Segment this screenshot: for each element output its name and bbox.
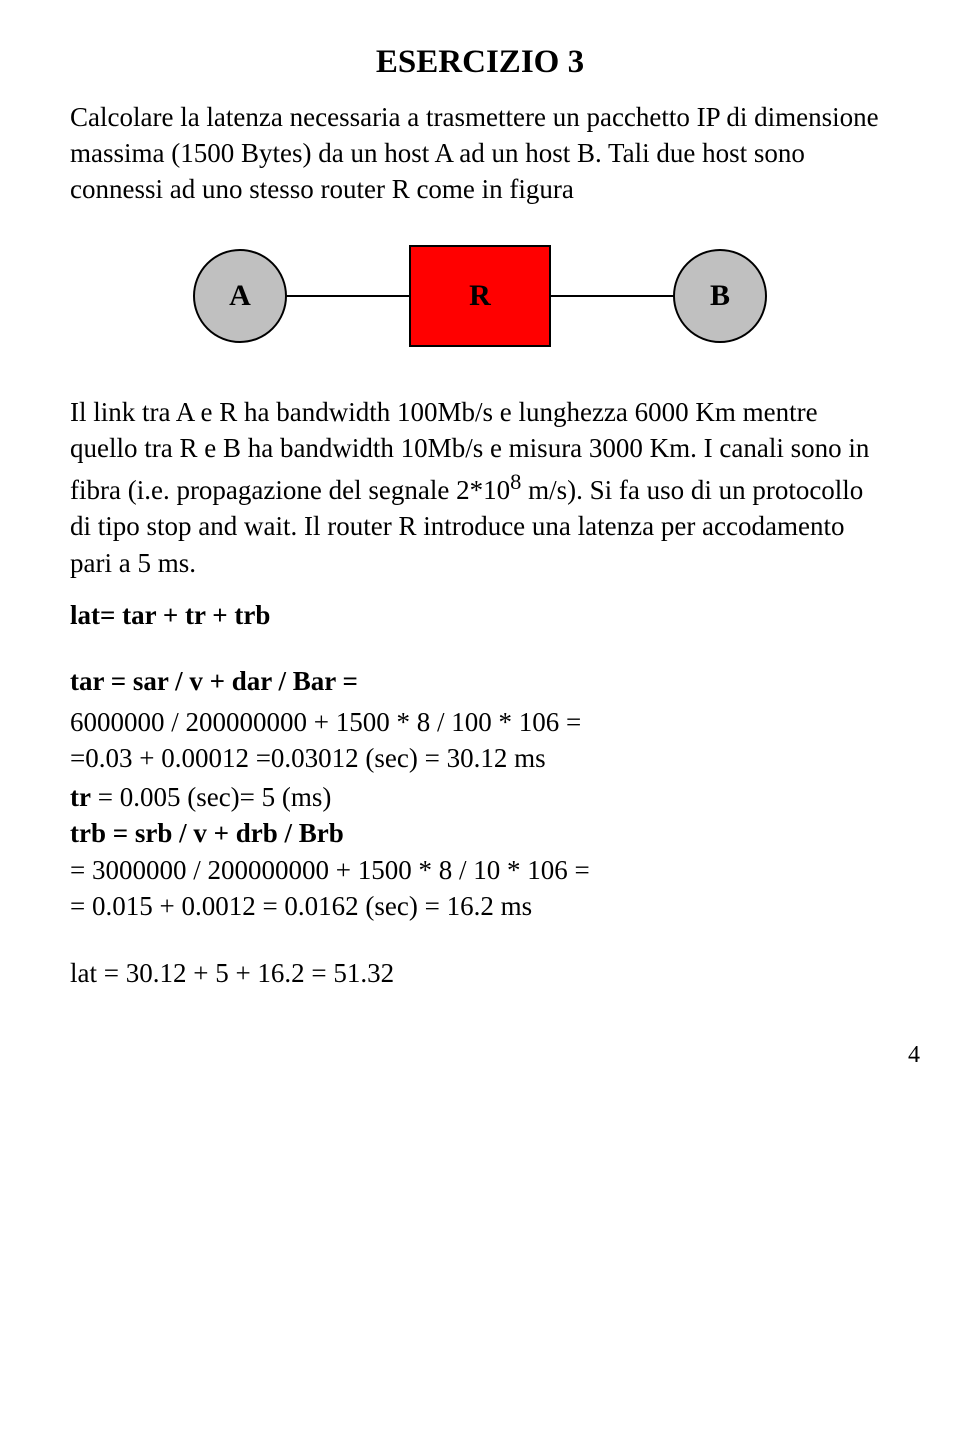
page-number: 4 <box>908 1039 920 1071</box>
tr-heading: tr <box>70 782 91 812</box>
trb-line-2: = 0.015 + 0.0012 = 0.0162 (sec) = 16.2 m… <box>70 888 890 924</box>
tar-heading: tar = sar / v + dar / Bar = <box>70 666 358 696</box>
trb-line-1: = 3000000 / 200000000 + 1500 * 8 / 10 * … <box>70 852 890 888</box>
label-b: B <box>710 279 730 312</box>
intro-paragraph-1: Calcolare la latenza necessaria a trasme… <box>70 99 890 208</box>
exercise-title: ESERCIZIO 3 <box>70 40 890 85</box>
tar-line-2: =0.03 + 0.00012 =0.03012 (sec) = 30.12 m… <box>70 740 890 776</box>
label-r: R <box>469 279 491 312</box>
tar-line-1: 6000000 / 200000000 + 1500 * 8 / 100 * 1… <box>70 704 890 740</box>
trb-heading: trb = srb / v + drb / Brb <box>70 815 890 851</box>
intro-paragraph-2: Il link tra A e R ha bandwidth 100Mb/s e… <box>70 394 890 581</box>
lat-formula: lat= tar + tr + trb <box>70 597 890 633</box>
network-diagram: A R B <box>70 224 890 368</box>
tr-rest: = 0.005 (sec)= 5 (ms) <box>91 782 331 812</box>
lat-final: lat = 30.12 + 5 + 16.2 = 51.32 <box>70 955 890 991</box>
intro2-sup: 8 <box>510 469 521 494</box>
label-a: A <box>229 279 251 312</box>
